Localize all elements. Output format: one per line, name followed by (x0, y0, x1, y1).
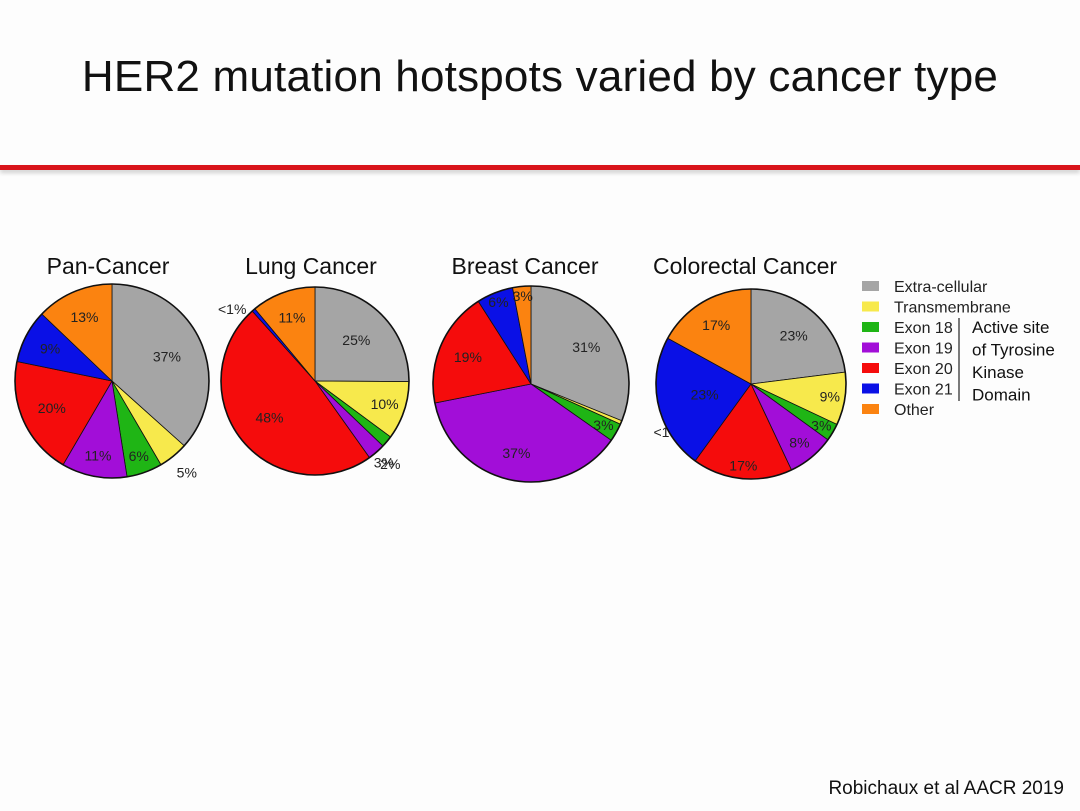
slice-label-transmembrane: 10% (371, 396, 399, 412)
slice-label-exon-20: 20% (38, 400, 66, 416)
legend-label: Exon 19 (894, 341, 953, 358)
slice-label-transmembrane: 5% (177, 465, 197, 481)
bracket-text-line: of Tyrosine (972, 341, 1055, 360)
slice-label-exon-20: 19% (454, 349, 482, 365)
slice-label-exon-19: 3% (374, 455, 394, 471)
legend-label: Exon 21 (894, 382, 953, 399)
slice-label-transmembrane: 9% (820, 389, 840, 405)
slice-label-other: 13% (70, 309, 98, 325)
slice-label-exon-21: 6% (488, 294, 508, 310)
legend-swatch (862, 301, 879, 312)
slice-label-exon-21: 9% (40, 341, 60, 357)
legend-label: Exon 18 (894, 320, 953, 337)
slice-label-exon-20: 17% (729, 457, 757, 473)
legend-swatch (862, 322, 879, 332)
legend-swatch (862, 281, 879, 291)
slice-label-extra-cellular: 31% (572, 339, 600, 355)
slice-label-exon-18: 3% (593, 417, 613, 433)
pie-title: Lung Cancer (245, 253, 377, 279)
slice-label-exon-18: 3% (811, 418, 831, 434)
pie-title: Pan-Cancer (47, 253, 170, 279)
pie-outline (655, 288, 847, 480)
legend-swatch (862, 342, 879, 353)
legend-label: Other (894, 402, 935, 419)
legend-swatch (862, 383, 879, 394)
pie-chart-lung-cancer: Lung Cancer 25% 10% 2%3% 48% <1% 11% (218, 253, 410, 476)
slice-label-exon-21: <1% (218, 301, 246, 317)
slice-label-exon-20: 48% (255, 409, 283, 425)
slice-label-extra-cellular: 37% (153, 349, 181, 365)
slice-label-extra-cellular: 25% (342, 332, 370, 348)
pie-outline (220, 286, 410, 476)
slice-label-exon-19: 11% (85, 447, 112, 463)
slice-label-exon-18: 2% (380, 456, 400, 472)
legend-label: Exon 20 (894, 361, 953, 378)
legend: Extra-cellular Transmembrane Exon 18 Exon 1… (862, 279, 1055, 419)
slice-label-other: 17% (702, 317, 730, 333)
slice-label-exon-19: 37% (502, 445, 530, 461)
citation: Robichaux et al AACR 2019 (828, 778, 1064, 799)
bracket-text-line: Domain (972, 386, 1031, 405)
slice-label-other: 3% (513, 288, 533, 304)
title-divider (0, 165, 1080, 170)
slide-title: HER2 mutation hotspots varied by cancer … (81, 52, 999, 101)
slice-label-other: 11% (279, 309, 306, 325)
slice-label-exon-21: 23% (691, 386, 719, 402)
pie-title: Colorectal Cancer (653, 253, 837, 279)
legend-label: Extra-cellular (894, 279, 988, 296)
pie-outline (432, 285, 630, 483)
slice-label-exon-19: 8% (789, 435, 809, 451)
pie-chart-pan-cancer: Pan-Cancer 37% 5% 6% 11% 20% 9% 13% (14, 253, 210, 481)
legend-label: Transmembrane (894, 300, 1011, 317)
legend-swatch (862, 404, 879, 414)
pie-chart-colorectal-cancer: Colorectal Cancer 23% 9% 3%8% 17% 23% 17% (653, 253, 847, 480)
legend-swatch (862, 363, 879, 373)
pie-outline (14, 283, 210, 479)
slice-label-exon-18: 6% (129, 448, 149, 464)
bracket-text-line: Kinase (972, 363, 1024, 382)
slice-label-extra-cellular: 23% (780, 328, 808, 344)
pie-title: Breast Cancer (451, 253, 598, 279)
bracket-text-line: Active site (972, 318, 1049, 337)
